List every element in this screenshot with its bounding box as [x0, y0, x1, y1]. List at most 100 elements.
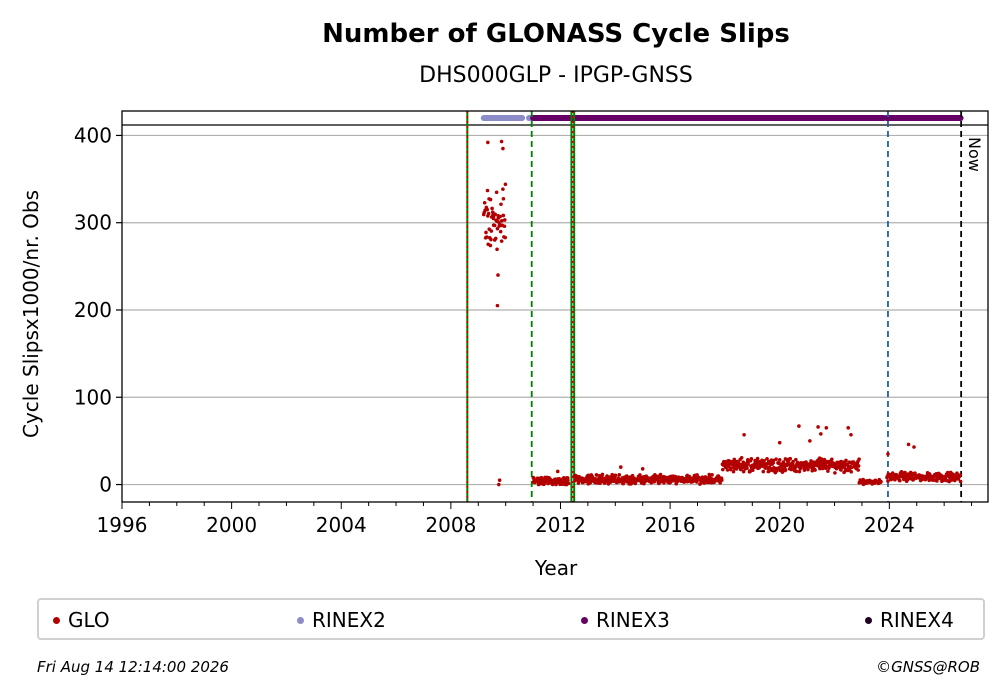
footer-timestamp: Fri Aug 14 12:14:00 2026	[37, 658, 229, 676]
legend-item-rinex3: RINEX3	[581, 608, 670, 632]
data-point-glo	[771, 460, 776, 465]
data-point-glo	[496, 273, 500, 277]
x-tick-label-2016: 2016	[645, 513, 696, 537]
data-point-glo	[485, 235, 489, 239]
data-point-glo	[600, 472, 605, 477]
data-point-glo	[931, 478, 935, 482]
x-tick-label-2008: 2008	[425, 513, 476, 537]
data-point-glo	[652, 479, 657, 484]
data-point-glo	[844, 458, 848, 463]
data-point-glo	[788, 456, 793, 461]
data-point-glo	[497, 478, 502, 482]
data-point-glo	[503, 182, 508, 187]
data-point-glo	[503, 235, 507, 240]
data-point-glo	[886, 452, 890, 456]
data-point-glo	[493, 212, 497, 217]
chart-title: Number of GLONASS Cycle Slips	[322, 19, 790, 49]
data-point-glo	[749, 457, 754, 461]
data-point-glo	[501, 196, 506, 201]
legend-label-rinex4: RINEX4	[880, 608, 954, 632]
legend-marker-rinex4	[865, 616, 872, 624]
data-point-glo	[484, 230, 488, 235]
data-point-glo	[498, 229, 503, 234]
x-axis-label: Year	[534, 556, 578, 580]
legend-item-rinex4: RINEX4	[865, 608, 954, 632]
data-point-glo	[809, 459, 813, 463]
data-point-glo	[826, 469, 830, 473]
data-point-glo	[694, 480, 699, 484]
y-tick-label-200: 200	[74, 298, 112, 322]
chart: Number of GLONASS Cycle Slips DHS000GLP …	[19, 19, 989, 580]
data-point-glo	[707, 472, 712, 477]
data-point-glo	[617, 473, 622, 477]
data-point-glo	[813, 468, 817, 472]
data-point-glo	[499, 239, 504, 243]
data-point-glo	[566, 481, 571, 486]
data-point-glo	[906, 442, 911, 447]
y-tick-label-400: 400	[74, 123, 112, 147]
data-point-glo	[490, 206, 494, 211]
data-point-glo	[658, 472, 663, 477]
data-point-glo	[783, 467, 788, 472]
data-point-glo	[849, 432, 853, 437]
data-point-glo	[797, 469, 802, 474]
data-point-glo	[856, 464, 861, 468]
data-point-glo	[791, 459, 795, 464]
data-point-glo	[486, 140, 490, 145]
plot-frame	[121, 110, 989, 503]
data-point-glo	[739, 455, 744, 460]
data-point-glo	[797, 424, 801, 428]
data-point-glo	[499, 202, 503, 207]
footer-credit: ©GNSS@ROB	[876, 658, 980, 676]
data-point-glo	[767, 469, 771, 474]
data-point-glo	[492, 223, 497, 228]
data-point-glo	[857, 457, 861, 461]
data-point-glo	[498, 214, 502, 219]
data-point-glo	[729, 466, 734, 470]
plot-area: 0 100 200 300 400 1996 2000 2004 2008 2012 2016 202…	[74, 110, 989, 537]
data-point-glo	[830, 457, 834, 462]
data-point-glo	[879, 479, 883, 484]
data-point-glo	[613, 473, 618, 478]
data-point-glo	[824, 464, 829, 468]
data-point-glo	[485, 188, 490, 193]
data-point-glo	[808, 439, 812, 443]
data-point-glo	[755, 456, 760, 461]
data-point-glo	[780, 470, 785, 474]
data-point-glo	[794, 469, 799, 474]
data-point-glo	[486, 211, 491, 216]
data-point-glo	[798, 466, 803, 471]
now-label: Now	[965, 137, 984, 172]
data-point-glo	[816, 425, 820, 429]
data-point-glo	[725, 468, 730, 472]
data-point-glo	[721, 467, 725, 472]
data-point-glo	[781, 460, 786, 464]
legend-marker-rinex2	[297, 616, 304, 624]
data-point-glo	[731, 469, 736, 474]
data-point-glo	[594, 473, 599, 477]
data-point-glo	[502, 224, 507, 229]
x-tick-label-2020: 2020	[754, 513, 805, 537]
data-point-glo	[485, 207, 490, 212]
legend-marker-rinex3	[581, 616, 588, 624]
data-point-glo	[488, 243, 493, 248]
y-axis-label: Cycle Slipsx1000/nr. Obs	[19, 190, 43, 438]
data-point-glo	[819, 432, 823, 436]
data-point-glo	[710, 473, 714, 477]
data-point-glo	[846, 426, 851, 430]
data-point-glo	[490, 210, 495, 214]
legend-label-glo: GLO	[68, 608, 110, 632]
data-point-glo	[495, 247, 499, 252]
data-point-glo	[489, 237, 493, 242]
data-point-glo	[621, 481, 626, 486]
data-point-glo	[777, 458, 782, 462]
data-point-glo	[765, 456, 769, 461]
data-point-glo	[640, 467, 645, 471]
data-point-glo	[833, 471, 837, 475]
data-point-glo	[849, 469, 854, 474]
data-point-glo	[496, 220, 501, 225]
data-point-glo	[745, 466, 749, 470]
data-point-glo	[491, 216, 496, 221]
y-tick-label-100: 100	[74, 385, 112, 409]
data-point-glo	[802, 468, 807, 472]
